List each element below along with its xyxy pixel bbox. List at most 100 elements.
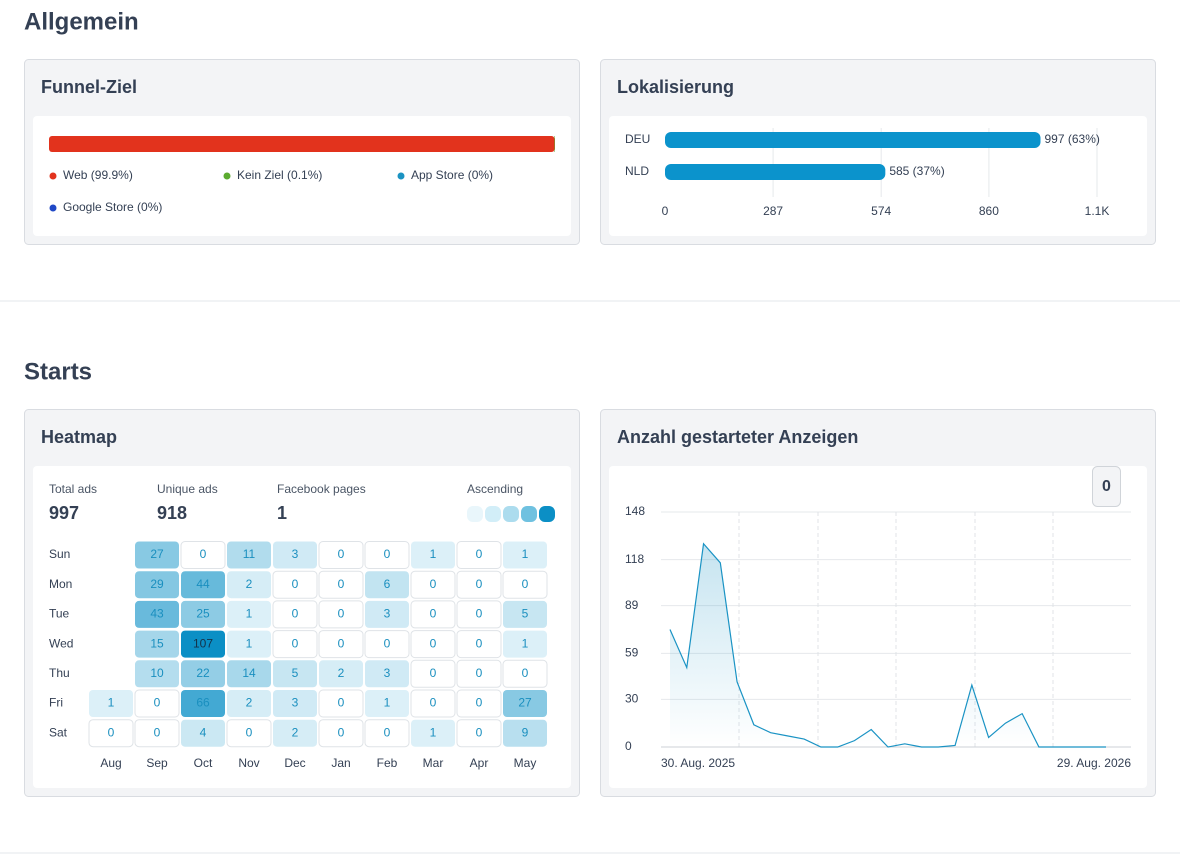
heat-cell bbox=[456, 600, 502, 629]
heat-value: 1 bbox=[384, 696, 391, 710]
heat-cell bbox=[503, 541, 547, 569]
heat-cell bbox=[364, 541, 410, 569]
heat-value: 0 bbox=[476, 725, 483, 739]
x-tick-label: 1.1K bbox=[1085, 204, 1110, 218]
heat-cell bbox=[456, 659, 502, 688]
heat-cell bbox=[181, 571, 225, 599]
panel-title: Funnel-Ziel bbox=[41, 77, 137, 97]
bar bbox=[665, 132, 1041, 148]
heat-value: 0 bbox=[522, 666, 529, 680]
heat-cell bbox=[410, 630, 456, 659]
heat-value: 9 bbox=[522, 725, 529, 739]
heat-value: 3 bbox=[292, 696, 299, 710]
reset-button-label[interactable]: 0 bbox=[1102, 478, 1111, 495]
legend-swatch bbox=[485, 506, 501, 522]
section-title: Starts bbox=[24, 358, 92, 385]
heat-value: 0 bbox=[338, 577, 345, 591]
row-label: Sat bbox=[49, 725, 68, 739]
stat-label: Facebook pages bbox=[277, 482, 366, 496]
column-label: Dec bbox=[284, 756, 305, 770]
heat-cell bbox=[226, 719, 272, 748]
column-label: Apr bbox=[470, 756, 489, 770]
heat-value: 3 bbox=[384, 666, 391, 680]
heat-cell bbox=[318, 600, 364, 629]
heat-cell bbox=[227, 630, 271, 658]
heat-cell bbox=[318, 570, 364, 599]
heat-cell bbox=[318, 541, 364, 569]
heat-value: 0 bbox=[246, 725, 253, 739]
heat-value: 29 bbox=[150, 577, 164, 591]
heat-value: 22 bbox=[196, 666, 210, 680]
heat-value: 0 bbox=[522, 577, 529, 591]
heat-value: 4 bbox=[200, 725, 207, 739]
line-area bbox=[670, 543, 1106, 747]
heat-cell bbox=[227, 600, 271, 628]
heat-value: 0 bbox=[108, 725, 115, 739]
column-label: Mar bbox=[423, 756, 444, 770]
heat-value: 27 bbox=[518, 696, 532, 710]
heat-cell bbox=[318, 689, 364, 718]
heat-value: 0 bbox=[292, 636, 299, 650]
legend-swatch bbox=[49, 204, 57, 212]
section-title: Allgemein bbox=[24, 8, 139, 35]
bar-segment bbox=[49, 136, 555, 152]
heat-value: 2 bbox=[338, 666, 345, 680]
heat-value: 0 bbox=[476, 547, 483, 561]
heat-cell bbox=[227, 660, 271, 688]
heat-cell bbox=[410, 570, 456, 599]
heat-cell bbox=[502, 570, 548, 599]
heat-value: 0 bbox=[430, 577, 437, 591]
y-tick-label: 30 bbox=[625, 692, 639, 706]
heat-cell bbox=[181, 660, 225, 688]
heat-value: 5 bbox=[522, 607, 529, 621]
legend-swatch bbox=[397, 172, 405, 180]
heat-cell bbox=[135, 630, 179, 658]
y-tick-label: NLD bbox=[625, 164, 649, 178]
heat-cell bbox=[134, 719, 180, 748]
heat-value: 2 bbox=[292, 725, 299, 739]
heat-cell bbox=[318, 630, 364, 659]
heat-value: 2 bbox=[246, 696, 253, 710]
heat-value: 0 bbox=[430, 696, 437, 710]
heat-cell bbox=[503, 630, 547, 658]
heat-cell bbox=[456, 630, 502, 659]
heat-cell bbox=[410, 659, 456, 688]
legend-swatch bbox=[539, 506, 555, 522]
heat-value: 1 bbox=[522, 547, 529, 561]
stat-value: 997 bbox=[49, 503, 79, 523]
heat-value: 1 bbox=[246, 636, 253, 650]
heat-value: 0 bbox=[338, 547, 345, 561]
heat-cell bbox=[411, 541, 455, 569]
heat-value: 43 bbox=[150, 607, 164, 621]
y-tick-label: 89 bbox=[625, 598, 639, 612]
heat-value: 11 bbox=[243, 547, 256, 561]
row-label: Thu bbox=[49, 666, 70, 680]
heat-cell bbox=[272, 570, 318, 599]
heat-value: 0 bbox=[430, 607, 437, 621]
column-label: Feb bbox=[377, 756, 398, 770]
legend-swatch bbox=[223, 172, 231, 180]
heat-value: 0 bbox=[338, 607, 345, 621]
x-tick-label: 860 bbox=[979, 204, 999, 218]
heat-cell bbox=[272, 630, 318, 659]
heat-cell bbox=[181, 600, 225, 628]
x-tick-label: 0 bbox=[662, 204, 669, 218]
heat-cell bbox=[456, 719, 502, 748]
line bbox=[669, 542, 1106, 748]
heat-value: 10 bbox=[150, 666, 164, 680]
heat-value: 6 bbox=[384, 577, 391, 591]
reset-button[interactable] bbox=[1092, 466, 1121, 507]
heat-value: 27 bbox=[150, 547, 164, 561]
heat-cell bbox=[502, 659, 548, 688]
heat-value: 3 bbox=[292, 547, 299, 561]
heat-value: 0 bbox=[200, 547, 207, 561]
legend-swatch bbox=[521, 506, 537, 522]
y-tick-label: 148 bbox=[625, 504, 645, 518]
heat-value: 0 bbox=[476, 666, 483, 680]
row-label: Wed bbox=[49, 636, 73, 650]
heat-value: 0 bbox=[292, 607, 299, 621]
legend-swatch bbox=[467, 506, 483, 522]
heat-cell bbox=[180, 541, 226, 569]
heat-value: 0 bbox=[430, 636, 437, 650]
panel-title: Heatmap bbox=[41, 427, 117, 447]
